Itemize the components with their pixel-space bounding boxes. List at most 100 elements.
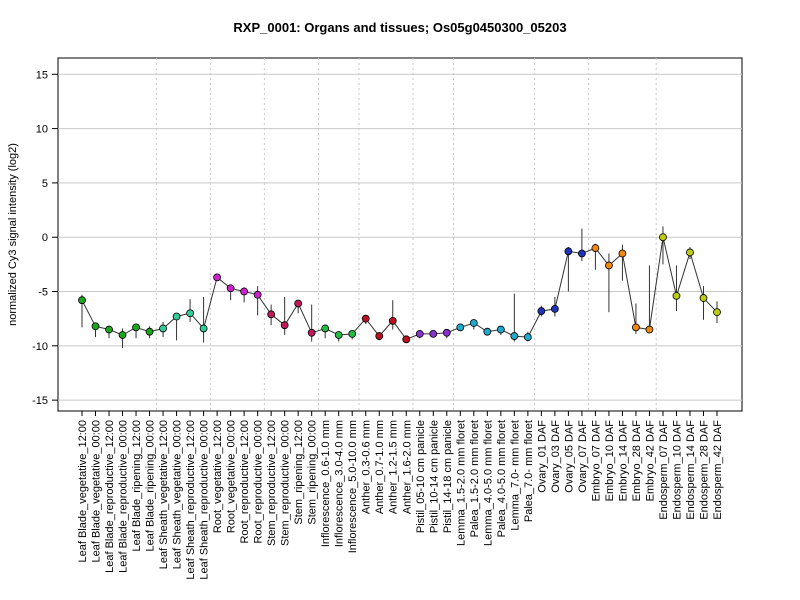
data-point — [618, 249, 627, 258]
data-point — [145, 327, 154, 336]
data-point — [253, 290, 262, 299]
data-point — [550, 305, 559, 313]
x-tick-label: Root_vegetative_12:00 — [212, 420, 224, 533]
x-tick-label: Anther_1.6-2.0 mm — [401, 420, 413, 514]
x-tick-label: Ovary_07 DAF — [577, 420, 589, 493]
data-point — [186, 309, 194, 318]
data-point — [402, 335, 411, 344]
x-tick-label: Endosperm_42 DAF — [712, 420, 724, 520]
data-point — [105, 325, 113, 334]
x-tick-label: Ovary_01 DAF — [536, 420, 548, 493]
x-tick-label: Leaf Blade_reproductive_00:00 — [118, 420, 130, 573]
y-tick-label: 10 — [36, 124, 48, 136]
grid-layer — [58, 58, 742, 411]
data-point — [199, 324, 208, 333]
x-tick-label: Embryo_28 DAF — [631, 420, 643, 502]
x-tick-label: Stem_ripening_00:00 — [307, 420, 319, 525]
y-tick-label: 0 — [42, 232, 48, 244]
data-point — [172, 312, 181, 321]
x-tick-label: Palea_1.5-2.0 mm floret — [469, 420, 481, 537]
y-tick-label: -10 — [32, 341, 48, 353]
x-tick-label: Anther_0.7-1.0 mm — [374, 420, 386, 514]
x-tick-label: Leaf Blade_vegetative_12:00 — [77, 420, 89, 563]
data-point — [456, 323, 465, 332]
data-point — [591, 244, 600, 252]
data-point — [348, 329, 357, 338]
x-tick-label: Stem_reproductive_12:00 — [266, 420, 278, 546]
x-tick-label: Ovary_03 DAF — [550, 420, 562, 493]
x-tick-label: Lemma_1.5-2.0 mm floret — [455, 420, 467, 546]
x-tick-label: Lemma_7.0- mm floret — [509, 420, 521, 531]
data-point — [132, 323, 140, 332]
data-point — [496, 325, 505, 334]
chart-title: RXP_0001: Organs and tissues; Os05g04503… — [233, 20, 567, 35]
x-tick-label: Leaf Sheath_vegetative_00:00 — [172, 420, 184, 569]
data-point — [334, 331, 343, 339]
x-tick-label: Embryo_07 DAF — [590, 420, 602, 502]
x-tick-label: Pistil_10-14 cm panicle — [428, 420, 440, 533]
data-point — [564, 247, 573, 256]
data-point — [213, 273, 222, 282]
x-tick-label: Pistil_05-10 cm panicle — [415, 420, 427, 533]
data-point — [118, 331, 127, 339]
data-point — [605, 261, 613, 270]
data-point — [429, 329, 438, 338]
x-tick-label: Leaf Blade_reproductive_12:00 — [104, 420, 116, 573]
plot-frame — [57, 57, 743, 412]
x-tick-label: Anther_0.3-0.6 mm — [361, 420, 373, 514]
y-tick-label: -5 — [38, 287, 48, 299]
x-tick-label: Lemma_4.0-5.0 mm floret — [482, 420, 494, 546]
y-tick-label: 5 — [42, 178, 48, 190]
data-point — [280, 321, 289, 330]
x-tick-label: Stem_ripening_12:00 — [293, 420, 305, 525]
data-point — [78, 296, 86, 305]
data-point — [645, 325, 654, 334]
x-tick-label: Root_reproductive_00:00 — [253, 420, 265, 544]
x-tick-label: Endosperm_14 DAF — [685, 420, 697, 520]
x-tick-label: Endosperm_28 DAF — [698, 420, 710, 520]
data-point — [361, 314, 370, 323]
x-tick-label: Ovary_05 DAF — [563, 420, 575, 493]
x-tick-label: Endosperm_10 DAF — [671, 420, 683, 520]
data-point — [632, 323, 640, 332]
x-tick-label: Palea_7.0- mm floret — [523, 420, 535, 522]
x-tick-label: Palea_4.0-5.0 mm floret — [496, 420, 508, 537]
y-axis: -15 -10 -5 0 5 10 15 — [32, 69, 58, 407]
data-point — [483, 327, 492, 336]
x-tick-label: Inflorescence_5.0-10.0 mm — [347, 420, 359, 553]
data-point — [442, 328, 451, 337]
data-point — [659, 233, 667, 242]
x-tick-label: Stem_reproductive_00:00 — [280, 420, 292, 546]
x-tick-labels: Leaf Blade_vegetative_12:00 Leaf Blade_ve… — [77, 411, 724, 580]
y-axis-title: normalized Cy3 signal intensity (log2) — [7, 143, 19, 326]
x-tick-label: Embryo_42 DAF — [644, 420, 656, 502]
data-point — [388, 316, 397, 325]
data-point — [577, 249, 586, 258]
data-point — [713, 308, 721, 317]
data-point — [510, 332, 519, 340]
data-point — [321, 324, 330, 333]
data-point — [294, 299, 303, 308]
x-tick-label: Leaf Sheath_vegetative_12:00 — [158, 420, 170, 569]
data-point — [469, 319, 478, 327]
x-tick-label: Embryo_14 DAF — [617, 420, 629, 502]
x-tick-label: Leaf Blade_ripening_00:00 — [145, 420, 157, 552]
data-point — [672, 291, 681, 300]
x-tick-label: Leaf Blade_vegetative_00:00 — [91, 420, 103, 563]
x-tick-label: Inflorescence_3.0-4.0 mm — [334, 420, 346, 547]
data-point — [91, 322, 100, 331]
x-tick-label: Root_reproductive_12:00 — [239, 420, 251, 544]
data-point — [159, 324, 167, 333]
data-point — [267, 310, 276, 319]
data-point — [375, 332, 384, 340]
x-tick-label: Leaf Sheath_reproductive_00:00 — [199, 420, 211, 580]
x-tick-label: Root_vegetative_00:00 — [226, 420, 238, 533]
x-tick-label: Leaf Sheath_reproductive_12:00 — [185, 420, 197, 580]
x-tick-label: Embryo_10 DAF — [604, 420, 616, 502]
data-point — [686, 248, 694, 257]
data-point — [307, 328, 316, 337]
data-point — [699, 294, 708, 302]
data-point — [415, 329, 424, 338]
x-tick-label: Inflorescence_0.6-1.0 mm — [320, 420, 332, 547]
